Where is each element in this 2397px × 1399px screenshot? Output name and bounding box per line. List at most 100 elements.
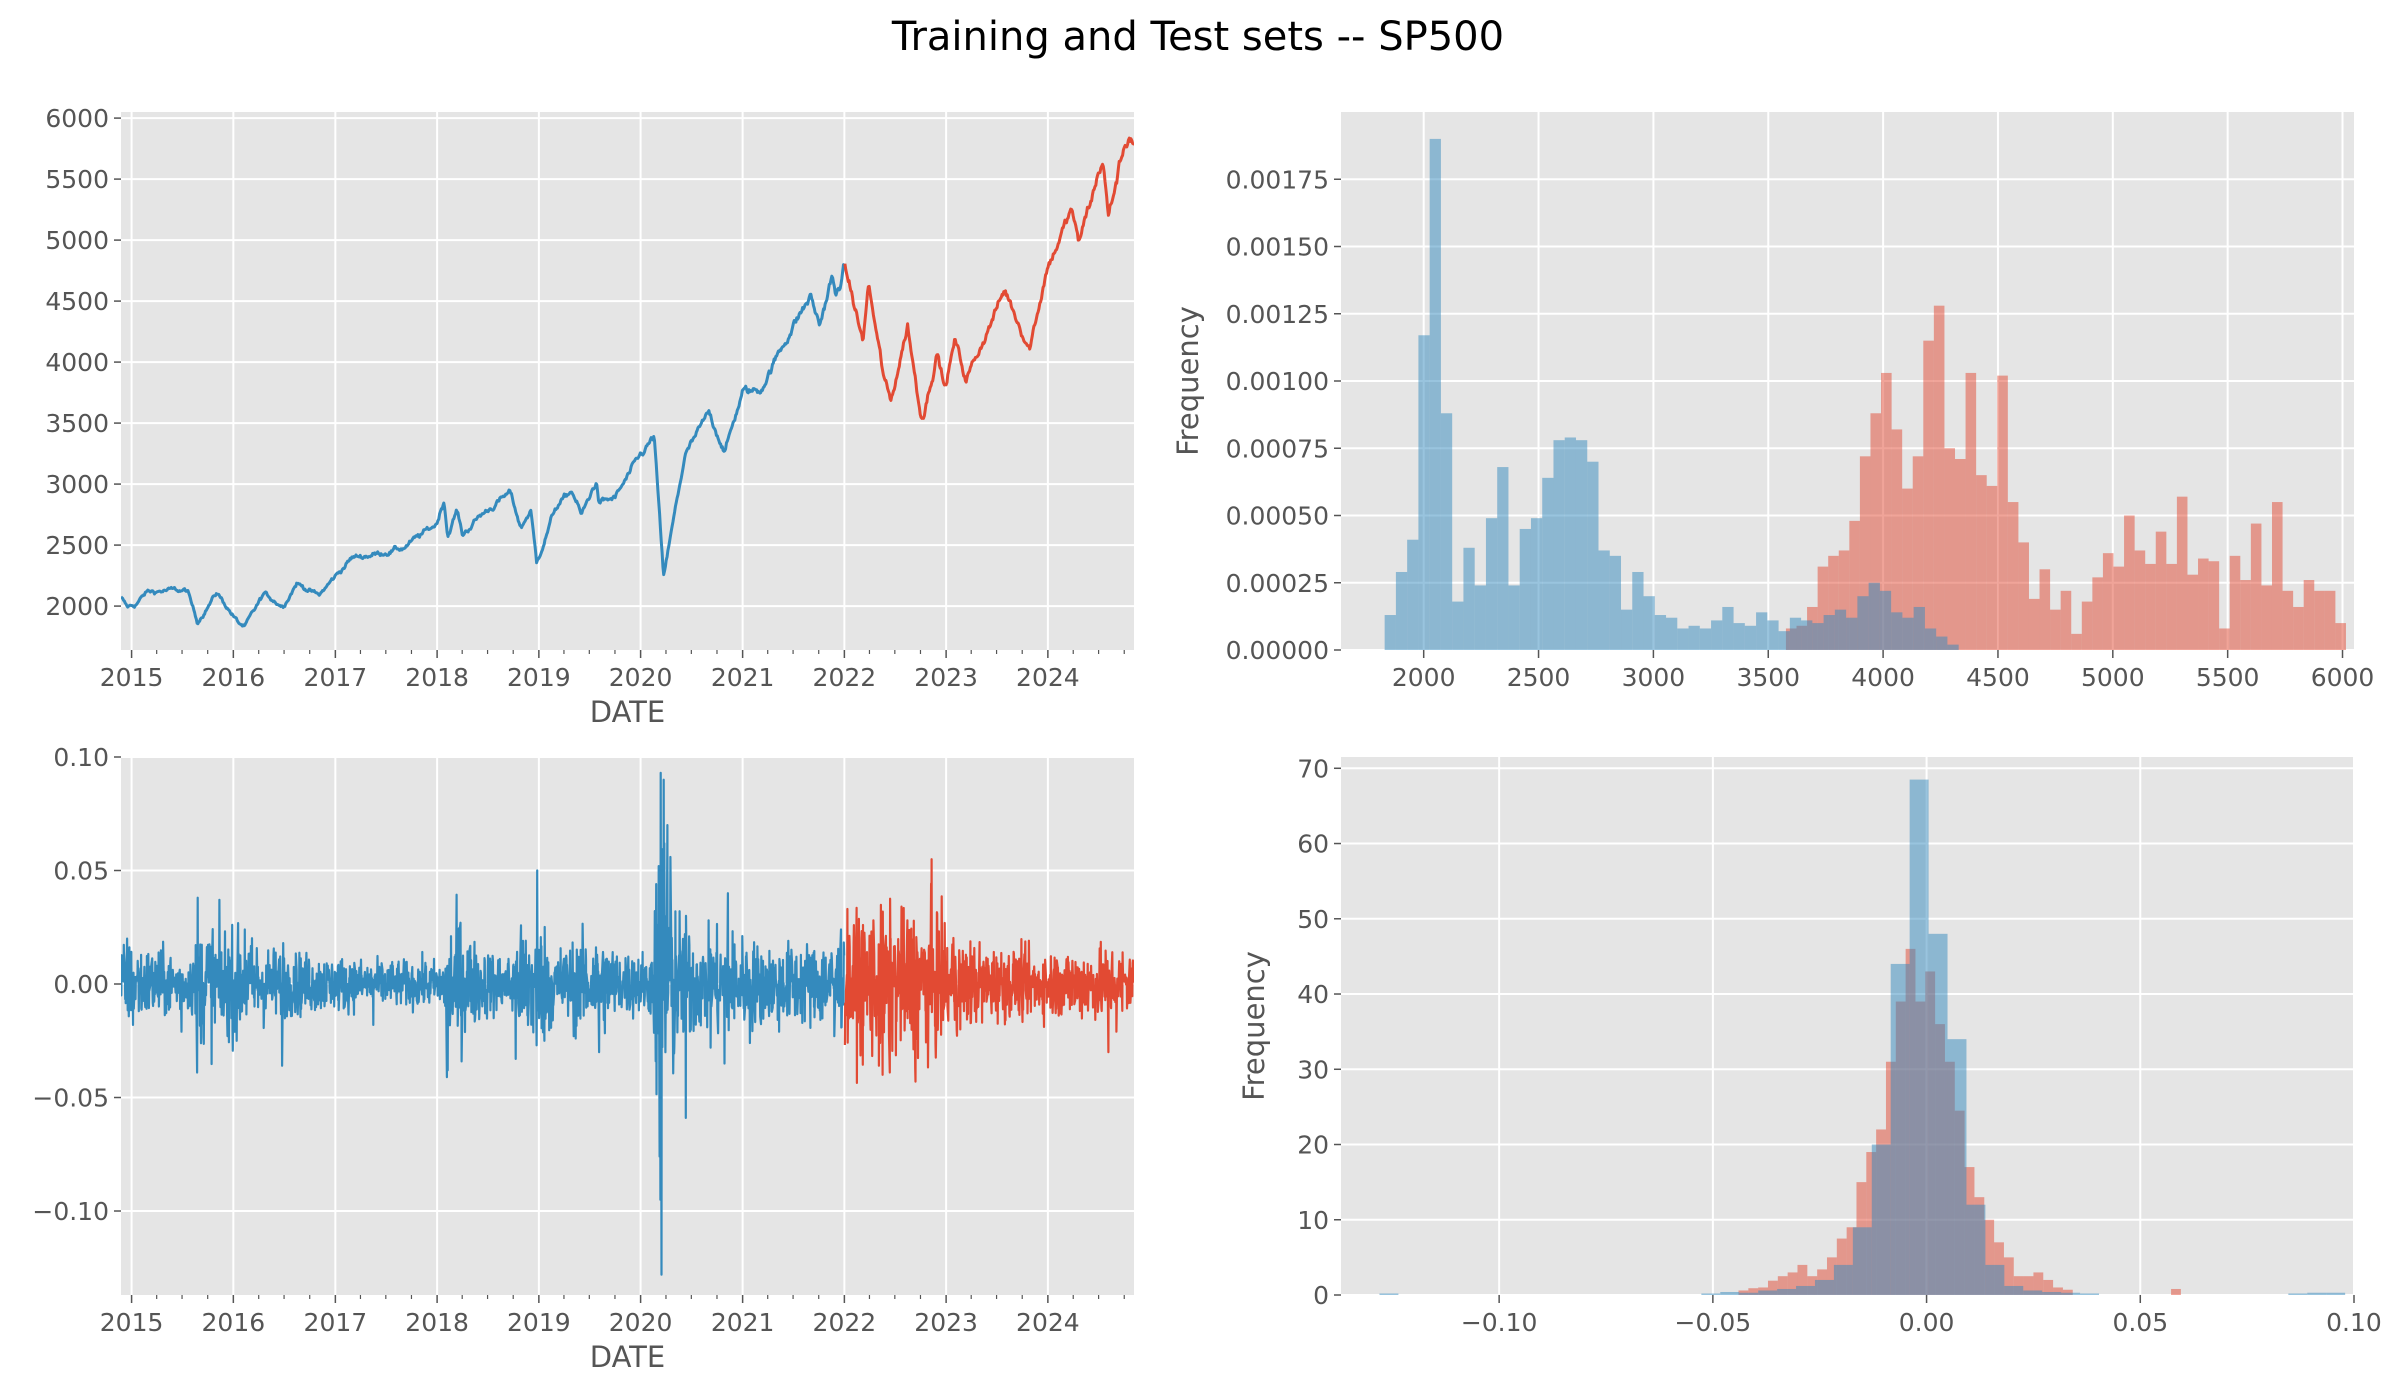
x-tick-label: 2015 (100, 663, 164, 692)
hist-bar-train (1485, 518, 1498, 650)
hist-bar-test (1997, 375, 2008, 650)
y-axis-label: Frequency (1171, 306, 1205, 456)
hist-bar-train (1395, 571, 1408, 650)
hist-bar-test (2018, 542, 2029, 650)
y-tick-label: 0.00175 (1226, 165, 1329, 194)
hist-bar-train (1852, 1227, 1872, 1295)
y-tick-label: 6000 (45, 104, 109, 133)
y-tick-label: 3000 (45, 470, 109, 499)
marks (1384, 138, 2346, 650)
x-tick-label: 4000 (1851, 663, 1915, 692)
marks (121, 136, 1134, 628)
hist-bar-train (1789, 617, 1802, 650)
hist-bar-train (1463, 547, 1475, 650)
x-tick-label: 5500 (2196, 663, 2260, 692)
grid (121, 112, 1134, 650)
hist-bar-train (1778, 631, 1790, 650)
plot-area (121, 757, 1134, 1295)
grid (1341, 757, 2355, 1296)
hist-bar-test (2134, 550, 2146, 650)
hist-bar-train (1666, 617, 1678, 650)
hist-bar-train (1609, 555, 1622, 650)
y-tick-label: 70 (1297, 754, 1329, 783)
hist-bar-test (2062, 1289, 2073, 1295)
hist-bar-train (1744, 625, 1757, 650)
hist-bar-test (1891, 429, 1903, 650)
hist-bar-test (1881, 372, 1892, 650)
hist-bar-test (2229, 555, 2241, 650)
hist-bar-train (2288, 1293, 2308, 1295)
hist-bar-test (2176, 496, 2188, 650)
y-tick-label: 2000 (45, 592, 109, 621)
hist-bar-test (2092, 577, 2103, 650)
hist-bar-train (1564, 437, 1576, 650)
y-tick-label: 0.10 (53, 743, 109, 772)
x-tick-label: 2024 (1016, 1308, 1080, 1337)
hist-bar-test (2071, 633, 2082, 650)
hist-bar-test (2282, 590, 2294, 650)
axes: 0.00000 0.00025 0.00050 0.00075 0.00100 0.001… (1171, 165, 2374, 692)
hist-bar-train (1796, 1285, 1815, 1295)
x-tick-label: 2500 (1507, 663, 1571, 692)
x-axis-label: DATE (590, 695, 665, 729)
y-tick-label: 4500 (45, 287, 109, 316)
hist-bar-test (2240, 580, 2251, 650)
y-tick-label: 5000 (45, 226, 109, 255)
hist-bar-train (1440, 413, 1453, 650)
hist-bar-train (1966, 1204, 1986, 1295)
hist-bar-train (1733, 623, 1745, 650)
hist-bar-train (1924, 628, 1937, 650)
hist-bar-test (2023, 1276, 2034, 1295)
hist-bar-test (2250, 523, 2262, 650)
hist-bar-test (2013, 1276, 2024, 1295)
hist-bar-test (2060, 590, 2072, 650)
x-tick-label: −0.10 (1461, 1308, 1538, 1337)
hist-bar-test (2271, 502, 2283, 650)
y-tick-label: 3500 (45, 409, 109, 438)
x-tick-label: 2023 (914, 663, 978, 692)
hist-bar-test (2261, 585, 2272, 650)
hist-bar-train (1452, 601, 1464, 650)
hist-bar-test (2155, 531, 2167, 650)
hist-bar-train (1688, 625, 1700, 650)
hist-bar-test (2053, 1287, 2063, 1295)
hist-bar-test (2208, 561, 2220, 650)
y-axis-label: Frequency (1237, 951, 1271, 1101)
hist-bar-train (1891, 612, 1903, 650)
hist-bar-train (1985, 1264, 2005, 1295)
panel-price-series: 2000 2500 3000 3500 4000 4500 5000 5500 6000 2015… (45, 104, 1134, 729)
x-tick-label: 2015 (100, 1308, 164, 1337)
hist-bar-test (1807, 1276, 1818, 1295)
hist-bar-train (1834, 609, 1847, 650)
hist-bar-train (1384, 615, 1396, 650)
panel-returns-series: −0.10 −0.05 0.00 0.05 0.10 2015 2016 2017 2018 20… (32, 743, 1134, 1374)
x-tick-label: 4500 (1966, 663, 2030, 692)
series-line-test (843, 858, 1134, 1084)
hist-bar-test (1767, 1280, 1778, 1295)
hist-bar-test (1787, 1272, 1798, 1295)
hist-bar-test (1923, 340, 1934, 650)
y-tick-label: 0.00100 (1226, 367, 1329, 396)
x-tick-label: 2017 (304, 663, 368, 692)
x-tick-label: 2024 (1016, 663, 1080, 692)
hist-bar-train (1722, 606, 1734, 650)
hist-bar-test (2198, 558, 2209, 650)
x-tick-label: 6000 (2311, 663, 2375, 692)
hist-bar-train (1379, 1293, 1399, 1295)
hist-bar-train (1598, 550, 1610, 650)
hist-bar-test (2102, 553, 2114, 650)
x-tick-label: 2022 (813, 663, 877, 692)
hist-bar-train (1519, 528, 1531, 650)
hist-bar-train (1890, 963, 1910, 1295)
series-line-train (121, 263, 846, 628)
hist-bar-train (1474, 585, 1486, 650)
hist-bar-test (1866, 1152, 1877, 1295)
hist-bar-test (1859, 456, 1871, 650)
hist-bar-train (1418, 335, 1430, 650)
y-tick-label: 0.00075 (1226, 434, 1329, 463)
x-tick-label: 3500 (1736, 663, 1800, 692)
hist-bar-test (2124, 515, 2135, 650)
hist-bar-test (1870, 413, 1882, 650)
hist-bar-train (1587, 461, 1599, 650)
